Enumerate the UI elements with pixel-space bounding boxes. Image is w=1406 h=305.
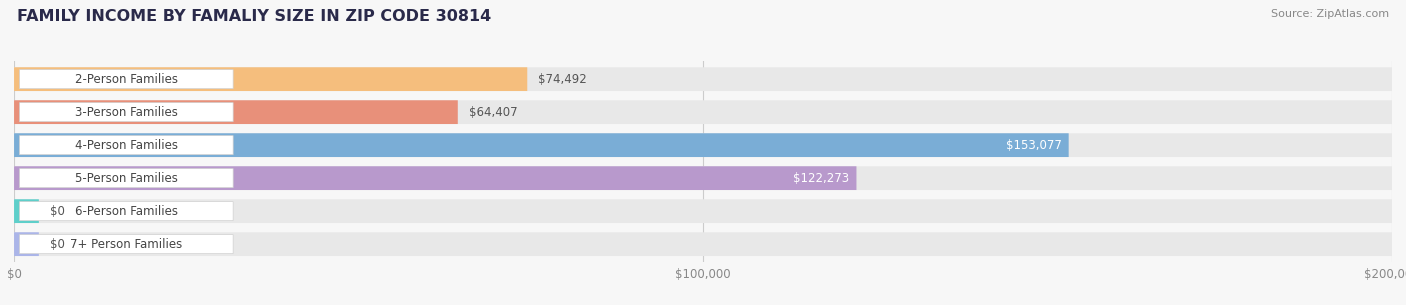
Text: $74,492: $74,492	[538, 73, 588, 86]
FancyBboxPatch shape	[20, 169, 233, 188]
Text: 4-Person Families: 4-Person Families	[75, 139, 177, 152]
FancyBboxPatch shape	[14, 232, 39, 256]
FancyBboxPatch shape	[14, 133, 1392, 157]
Text: FAMILY INCOME BY FAMALIY SIZE IN ZIP CODE 30814: FAMILY INCOME BY FAMALIY SIZE IN ZIP COD…	[17, 9, 491, 24]
FancyBboxPatch shape	[14, 67, 527, 91]
Text: $0: $0	[49, 238, 65, 251]
FancyBboxPatch shape	[14, 133, 1069, 157]
Text: $153,077: $153,077	[1005, 139, 1062, 152]
Text: $0: $0	[49, 205, 65, 218]
FancyBboxPatch shape	[14, 199, 1392, 223]
Text: 3-Person Families: 3-Person Families	[75, 106, 177, 119]
Text: $122,273: $122,273	[793, 172, 849, 185]
FancyBboxPatch shape	[14, 100, 1392, 124]
Text: Source: ZipAtlas.com: Source: ZipAtlas.com	[1271, 9, 1389, 19]
FancyBboxPatch shape	[14, 166, 856, 190]
FancyBboxPatch shape	[14, 199, 39, 223]
Text: 5-Person Families: 5-Person Families	[75, 172, 177, 185]
Text: 6-Person Families: 6-Person Families	[75, 205, 177, 218]
FancyBboxPatch shape	[20, 136, 233, 155]
FancyBboxPatch shape	[14, 232, 1392, 256]
FancyBboxPatch shape	[20, 202, 233, 221]
FancyBboxPatch shape	[14, 100, 458, 124]
FancyBboxPatch shape	[20, 70, 233, 89]
Text: 2-Person Families: 2-Person Families	[75, 73, 177, 86]
FancyBboxPatch shape	[14, 67, 1392, 91]
Text: 7+ Person Families: 7+ Person Families	[70, 238, 183, 251]
FancyBboxPatch shape	[14, 166, 1392, 190]
Text: $64,407: $64,407	[468, 106, 517, 119]
FancyBboxPatch shape	[20, 103, 233, 122]
FancyBboxPatch shape	[20, 235, 233, 254]
